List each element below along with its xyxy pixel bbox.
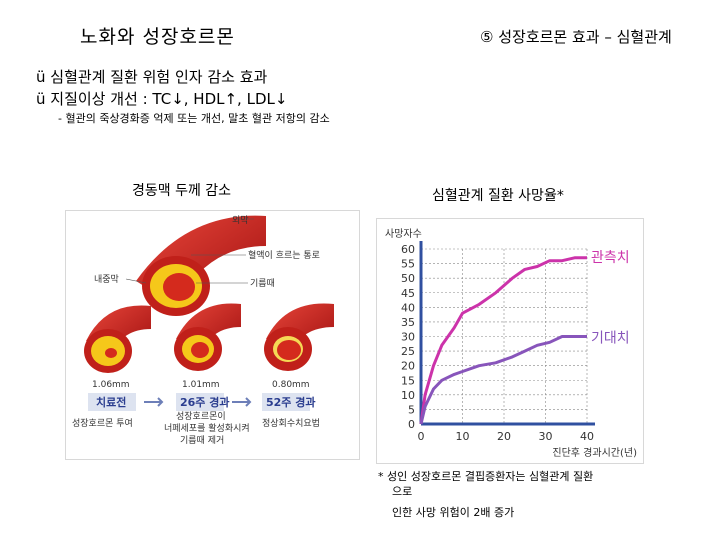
page-title: 노화와 성장호르몬 bbox=[80, 26, 235, 48]
x-tick-label: 20 bbox=[497, 430, 511, 443]
measure-26w: 1.01mm bbox=[182, 380, 220, 390]
caption-52w: 정상회수치요법 bbox=[262, 417, 320, 429]
caption-26w-c: 기름때 제거 bbox=[180, 435, 224, 446]
artery-large bbox=[136, 215, 266, 316]
series-line-expected bbox=[419, 335, 587, 425]
y-tick-label: 40 bbox=[401, 301, 415, 314]
artery-52w bbox=[264, 303, 334, 371]
artery-before bbox=[84, 305, 151, 373]
note-vascular: - 혈관의 죽상경화증 억제 또는 개선, 말초 혈관 저항의 감소 bbox=[58, 112, 330, 125]
y-tick-label: 55 bbox=[401, 258, 415, 271]
stage-before: 치료전 bbox=[96, 395, 126, 409]
y-tick-label: 25 bbox=[401, 345, 415, 358]
footnote-line1: * 성인 성장호르몬 결핍증환자는 심혈관계 질환 bbox=[378, 470, 594, 483]
bullet-cardio-risk: ü 심혈관계 질환 위험 인자 감소 효과 bbox=[36, 68, 268, 86]
series-line-observed bbox=[419, 256, 587, 425]
y-tick-label: 60 bbox=[401, 243, 415, 256]
y-tick-label: 30 bbox=[401, 331, 415, 344]
x-axis-label: 진단후 경과시간(년) bbox=[552, 446, 637, 459]
x-tick-label: 10 bbox=[456, 430, 470, 443]
footnote-line2: 으로 bbox=[392, 485, 413, 498]
measure-52w: 0.80mm bbox=[272, 380, 310, 390]
artery-26w bbox=[174, 303, 241, 371]
measure-before: 1.06mm bbox=[92, 380, 130, 390]
left-heading: 경동맥 두께 감소 bbox=[132, 183, 232, 199]
label-intima: 내중막 bbox=[94, 274, 119, 285]
stage-52w: 52주 경과 bbox=[266, 395, 316, 409]
caption-26w-a: 성장호르몬이 bbox=[176, 411, 226, 422]
x-tick-label: 40 bbox=[580, 430, 594, 443]
caption-before: 성장호르몬 투여 bbox=[72, 417, 133, 429]
y-tick-label: 45 bbox=[401, 287, 415, 300]
y-axis-label: 사망자수 bbox=[385, 228, 422, 240]
series-label-observed: 관측치 bbox=[591, 250, 630, 266]
artery-illustration: 외막 혈액이 흐르는 통로 내중막 기름때 1.06mm 1.01mm 0.80… bbox=[72, 214, 334, 446]
right-heading: 심혈관계 질환 사망율* bbox=[432, 188, 564, 204]
caption-26w-b: 너페세포를 활성화시켜 bbox=[164, 422, 250, 434]
label-fat: 기름때 bbox=[250, 278, 275, 289]
y-tick-label: 0 bbox=[408, 418, 415, 431]
y-tick-label: 20 bbox=[401, 360, 415, 373]
y-tick-label: 50 bbox=[401, 272, 415, 285]
page-subtitle: ⑤ 성장호르몬 효과 – 심혈관계 bbox=[480, 28, 672, 46]
y-tick-label: 5 bbox=[408, 403, 415, 416]
series-label-expected: 기대치 bbox=[591, 331, 630, 347]
bullet-lipid: ü 지질이상 개선 : TC↓, HDL↑, LDL↓ bbox=[36, 90, 288, 108]
footnote-line3: 인한 사망 위험이 2배 증가 bbox=[392, 506, 515, 519]
y-tick-label: 10 bbox=[401, 389, 415, 402]
stage-26w: 26주 경과 bbox=[180, 395, 230, 409]
artery-illustration-panel: 외막 혈액이 흐르는 통로 내중막 기름때 1.06mm 1.01mm 0.80… bbox=[65, 210, 360, 460]
x-tick-label: 30 bbox=[539, 430, 553, 443]
y-tick-label: 15 bbox=[401, 374, 415, 387]
mortality-chart: 0 5 10 15 20 25 30 35 40 45 50 55 60 0 10 20 30 40 사망자수 진단후… bbox=[376, 218, 644, 464]
label-lumen: 혈액이 흐르는 통로 bbox=[248, 249, 320, 261]
x-tick-label: 0 bbox=[418, 430, 425, 443]
label-outer: 외막 bbox=[232, 214, 249, 226]
y-tick-label: 35 bbox=[401, 316, 415, 329]
